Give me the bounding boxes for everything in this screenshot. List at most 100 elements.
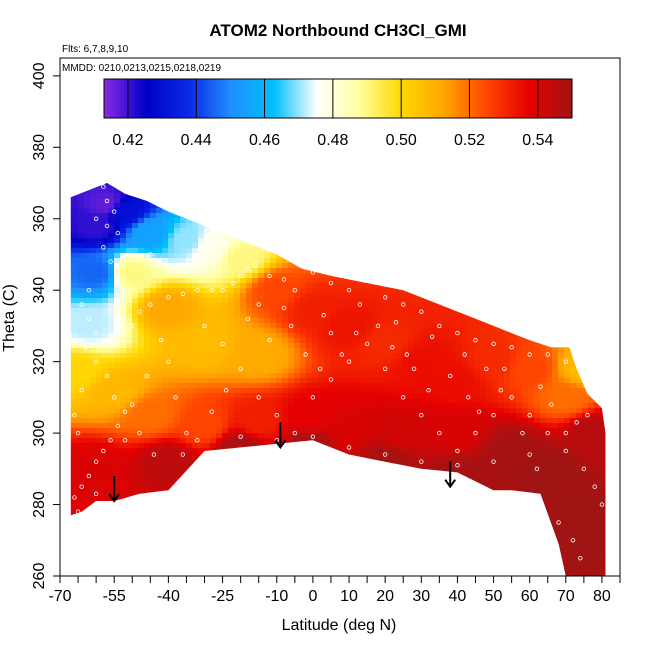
heatmap-cell	[330, 433, 337, 439]
heatmap-cell	[210, 378, 217, 384]
heatmap-cell	[138, 158, 145, 164]
heatmap-cell	[312, 558, 319, 564]
heatmap-cell	[264, 158, 271, 164]
heatmap-cell	[72, 538, 79, 544]
heatmap-cell	[90, 163, 97, 169]
heatmap-cell	[84, 463, 91, 469]
heatmap-cell	[70, 543, 73, 549]
heatmap-cell	[72, 318, 79, 324]
heatmap-cell	[156, 228, 163, 234]
heatmap-cell	[204, 553, 211, 559]
heatmap-cell	[300, 143, 307, 149]
heatmap-cell	[228, 143, 235, 149]
heatmap-cell	[168, 523, 175, 529]
heatmap-cell	[336, 268, 343, 274]
heatmap-cell	[180, 233, 187, 239]
heatmap-cell	[126, 288, 133, 294]
heatmap-cell	[300, 363, 307, 369]
heatmap-cell	[198, 568, 205, 574]
heatmap-cell	[120, 293, 127, 299]
heatmap-cell	[282, 128, 289, 134]
heatmap-cell	[102, 368, 109, 374]
heatmap-cell	[270, 313, 277, 319]
heatmap-cell	[288, 423, 295, 429]
heatmap-cell	[246, 483, 253, 489]
heatmap-cell	[300, 223, 307, 229]
heatmap-cell	[70, 488, 73, 494]
heatmap-cell	[306, 198, 313, 204]
heatmap-cell	[294, 458, 301, 464]
heatmap-cell	[78, 488, 85, 494]
heatmap-cell	[102, 383, 109, 389]
heatmap-cell	[150, 298, 157, 304]
heatmap-cell	[258, 168, 265, 174]
heatmap-cell	[282, 513, 289, 519]
heatmap-cell	[114, 268, 121, 274]
heatmap-cell	[222, 213, 229, 219]
heatmap-cell	[246, 323, 253, 329]
heatmap-cell	[270, 458, 277, 464]
heatmap-cell	[174, 368, 181, 374]
heatmap-cell	[144, 368, 151, 374]
heatmap-cell	[312, 508, 319, 514]
heatmap-cell	[144, 418, 151, 424]
heatmap-cell	[228, 348, 235, 354]
heatmap-cell	[150, 183, 157, 184]
heatmap-cell	[168, 358, 175, 364]
heatmap-cell	[192, 378, 199, 384]
heatmap-cell	[70, 313, 73, 319]
heatmap-cell	[246, 303, 253, 309]
heatmap-cell	[114, 278, 121, 284]
heatmap-cell	[306, 428, 313, 434]
heatmap-cell	[222, 518, 229, 524]
heatmap-cell	[174, 208, 181, 214]
heatmap-cell	[198, 478, 205, 484]
heatmap-cell	[144, 163, 151, 169]
heatmap-cell	[330, 293, 337, 299]
heatmap-cell	[70, 563, 73, 569]
heatmap-cell	[102, 463, 109, 469]
heatmap-cell	[144, 203, 151, 209]
heatmap-cell	[312, 408, 319, 414]
heatmap-cell	[258, 318, 265, 324]
heatmap-cell	[102, 363, 109, 369]
heatmap-cell	[216, 198, 223, 204]
heatmap-cell	[198, 453, 205, 459]
heatmap-cell	[288, 468, 295, 474]
heatmap-cell	[264, 408, 271, 414]
heatmap-cell	[198, 163, 205, 169]
heatmap-cell	[198, 153, 205, 159]
heatmap-cell	[114, 353, 121, 359]
heatmap-cell	[240, 248, 247, 254]
heatmap-cell	[90, 308, 97, 314]
heatmap-cell	[156, 218, 163, 224]
heatmap-cell	[70, 418, 73, 424]
heatmap-cell	[150, 523, 157, 529]
heatmap-cell	[162, 243, 169, 249]
heatmap-cell	[72, 253, 79, 259]
heatmap-cell	[258, 418, 265, 424]
heatmap-cell	[138, 568, 145, 574]
heatmap-cell	[270, 283, 277, 289]
heatmap-cell	[222, 318, 229, 324]
heatmap-cell	[228, 228, 235, 234]
heatmap-cell	[306, 533, 313, 539]
heatmap-cell	[70, 283, 73, 289]
heatmap-cell	[324, 258, 331, 264]
heatmap-cell	[138, 398, 145, 404]
heatmap-cell	[258, 208, 265, 214]
heatmap-cell	[132, 558, 139, 564]
heatmap-cell	[276, 183, 283, 184]
heatmap-cell	[150, 248, 157, 254]
heatmap-cell	[258, 408, 265, 414]
heatmap-cell	[234, 188, 241, 194]
heatmap-cell	[204, 353, 211, 359]
heatmap-cell	[174, 568, 181, 574]
heatmap-cell	[132, 423, 139, 429]
heatmap-cell	[126, 348, 133, 354]
heatmap-cell	[318, 233, 325, 239]
heatmap-cell	[342, 303, 349, 309]
heatmap-cell	[70, 213, 73, 219]
heatmap-cell	[108, 363, 115, 369]
heatmap-cell	[276, 218, 283, 224]
